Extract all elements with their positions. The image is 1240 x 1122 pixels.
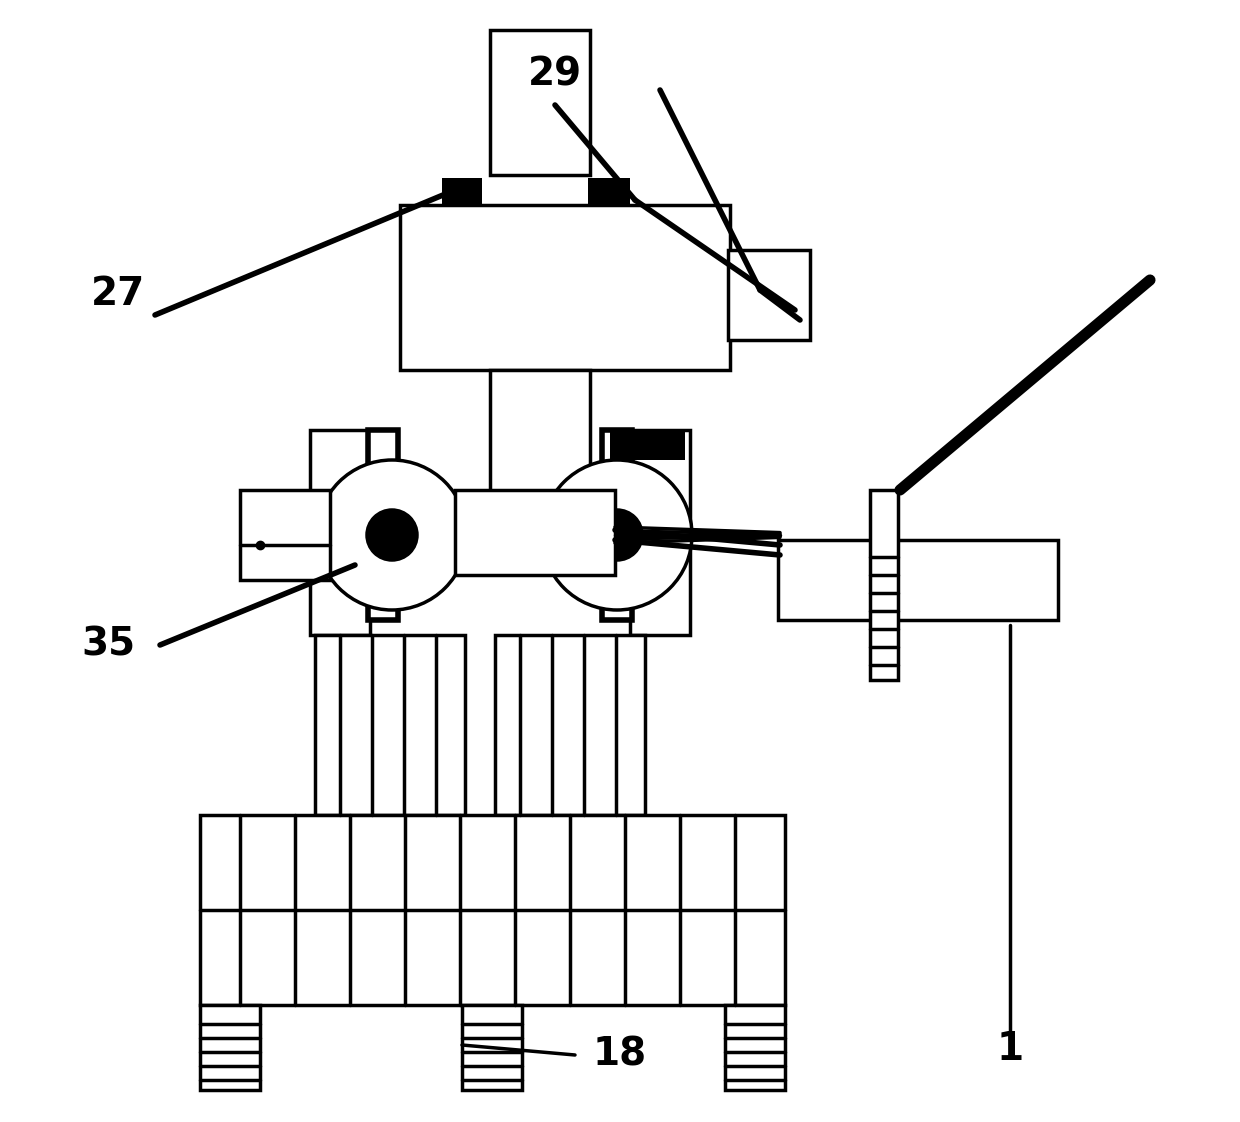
Bar	[401, 205, 730, 370]
Circle shape	[367, 511, 417, 560]
Bar	[463, 1005, 522, 1089]
Bar	[630, 430, 689, 635]
Circle shape	[317, 460, 467, 610]
Bar	[315, 635, 465, 815]
Bar	[610, 432, 684, 460]
Bar	[441, 178, 482, 210]
Text: 1: 1	[997, 1030, 1023, 1068]
Bar	[870, 490, 898, 680]
Bar	[725, 1005, 785, 1089]
Bar	[588, 178, 630, 210]
Text: 18: 18	[593, 1034, 647, 1073]
Bar	[601, 430, 632, 620]
Bar	[241, 490, 330, 580]
Circle shape	[591, 511, 642, 560]
Bar	[495, 635, 645, 815]
Bar	[368, 430, 398, 620]
Text: 27: 27	[91, 275, 145, 313]
Bar	[490, 30, 590, 175]
Bar	[455, 490, 615, 574]
Bar	[200, 1005, 260, 1089]
Bar	[777, 540, 1058, 620]
Bar	[310, 430, 370, 635]
Bar	[200, 815, 785, 1005]
Bar	[490, 370, 590, 511]
Text: 35: 35	[81, 625, 135, 663]
Circle shape	[542, 460, 692, 610]
Text: 29: 29	[528, 55, 582, 93]
Bar	[728, 250, 810, 340]
